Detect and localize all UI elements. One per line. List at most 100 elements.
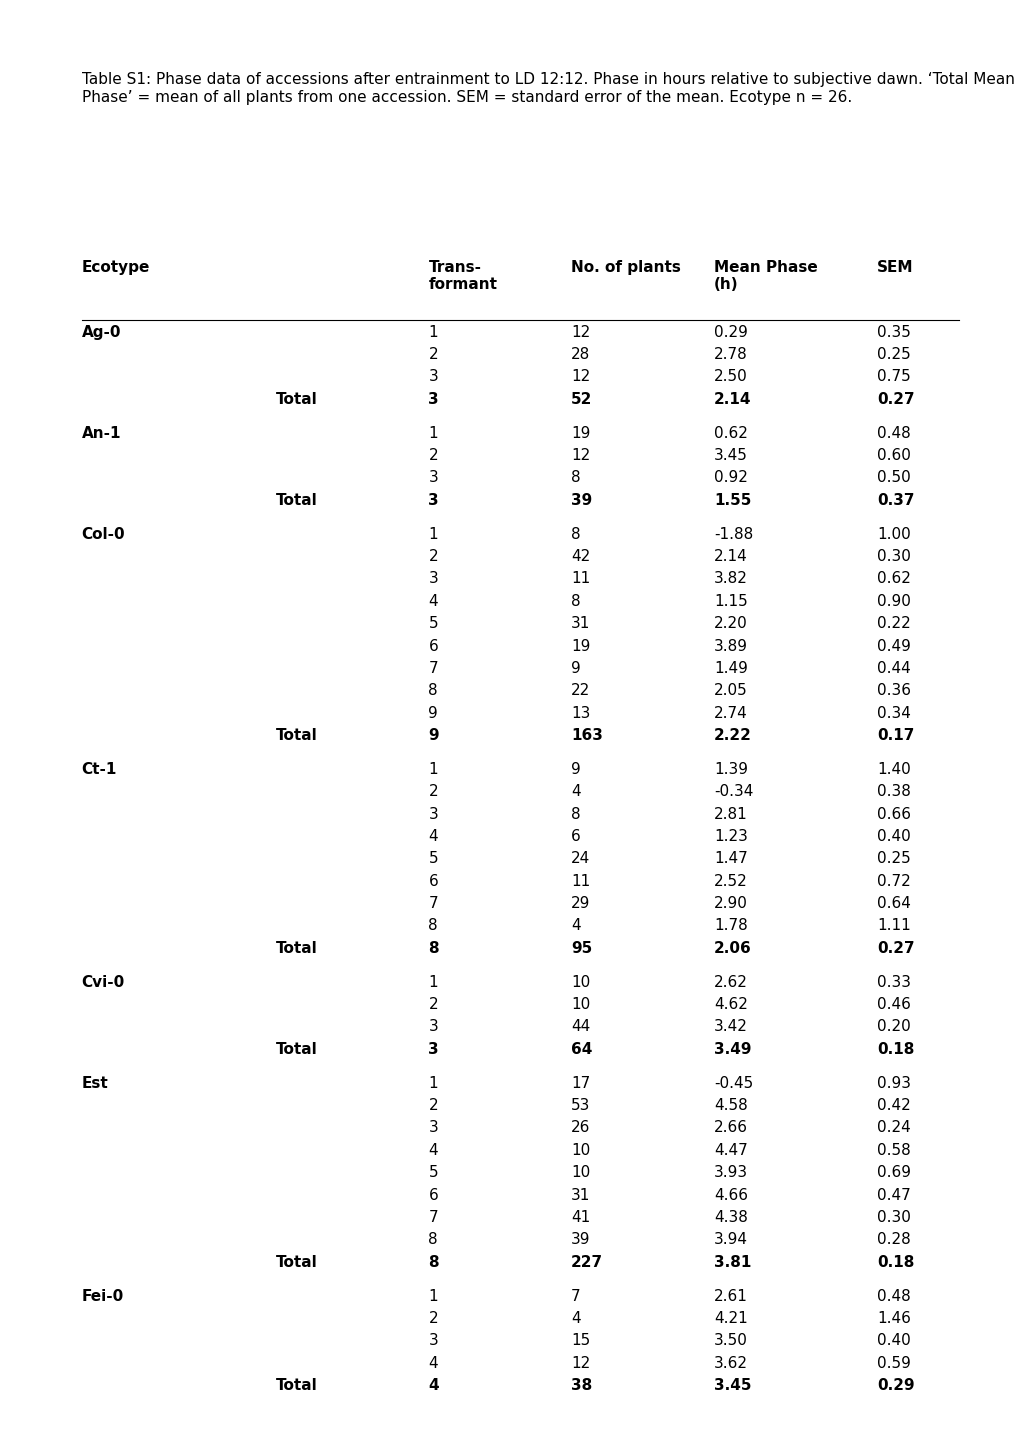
Text: 1: 1 <box>428 1075 437 1091</box>
Text: 1.11: 1.11 <box>876 918 910 934</box>
Text: 0.44: 0.44 <box>876 661 910 675</box>
Text: Total: Total <box>275 492 317 508</box>
Text: 39: 39 <box>571 492 592 508</box>
Text: 0.40: 0.40 <box>876 828 910 844</box>
Text: 3: 3 <box>428 470 438 485</box>
Text: 3: 3 <box>428 1333 438 1348</box>
Text: 4: 4 <box>571 918 580 934</box>
Text: 26: 26 <box>571 1120 590 1136</box>
Text: 4: 4 <box>428 828 437 844</box>
Text: 10: 10 <box>571 974 590 990</box>
Text: 0.37: 0.37 <box>876 492 914 508</box>
Text: 7: 7 <box>571 1289 580 1303</box>
Text: Total: Total <box>275 1378 317 1392</box>
Text: 3: 3 <box>428 571 438 586</box>
Text: Col-0: Col-0 <box>82 527 125 541</box>
Text: Ecotype: Ecotype <box>82 260 150 274</box>
Text: 0.30: 0.30 <box>876 1209 910 1225</box>
Text: 0.42: 0.42 <box>876 1098 910 1113</box>
Text: 42: 42 <box>571 548 590 564</box>
Text: 0.30: 0.30 <box>876 548 910 564</box>
Text: 4.66: 4.66 <box>713 1188 747 1202</box>
Text: 227: 227 <box>571 1254 602 1270</box>
Text: 10: 10 <box>571 997 590 1012</box>
Text: 1.23: 1.23 <box>713 828 747 844</box>
Text: 0.62: 0.62 <box>713 426 747 440</box>
Text: 2: 2 <box>428 997 437 1012</box>
Text: 4: 4 <box>428 593 437 609</box>
Text: 2.50: 2.50 <box>713 369 747 384</box>
Text: 31: 31 <box>571 1188 590 1202</box>
Text: -0.45: -0.45 <box>713 1075 752 1091</box>
Text: 8: 8 <box>571 470 580 485</box>
Text: 0.20: 0.20 <box>876 1019 910 1035</box>
Text: 8: 8 <box>428 918 437 934</box>
Text: 0.24: 0.24 <box>876 1120 910 1136</box>
Text: Total: Total <box>275 727 317 743</box>
Text: No. of plants: No. of plants <box>571 260 681 274</box>
Text: 3: 3 <box>428 1042 438 1056</box>
Text: 3: 3 <box>428 369 438 384</box>
Text: 0.25: 0.25 <box>876 346 910 362</box>
Text: 1.55: 1.55 <box>713 492 751 508</box>
Text: 2.06: 2.06 <box>713 941 751 955</box>
Text: 4: 4 <box>571 1310 580 1326</box>
Text: 163: 163 <box>571 727 602 743</box>
Text: 24: 24 <box>571 851 590 866</box>
Text: SEM: SEM <box>876 260 913 274</box>
Text: 1.46: 1.46 <box>876 1310 910 1326</box>
Text: 0.18: 0.18 <box>876 1042 914 1056</box>
Text: 3: 3 <box>428 492 438 508</box>
Text: 3.42: 3.42 <box>713 1019 747 1035</box>
Text: 1.39: 1.39 <box>713 762 747 776</box>
Text: 8: 8 <box>428 1232 437 1247</box>
Text: 1.49: 1.49 <box>713 661 747 675</box>
Text: 10: 10 <box>571 1165 590 1180</box>
Text: 2.78: 2.78 <box>713 346 747 362</box>
Text: 4.58: 4.58 <box>713 1098 747 1113</box>
Text: Est: Est <box>82 1075 108 1091</box>
Text: 8: 8 <box>571 807 580 821</box>
Text: 19: 19 <box>571 638 590 654</box>
Text: 0.72: 0.72 <box>876 873 910 889</box>
Text: -1.88: -1.88 <box>713 527 752 541</box>
Text: 0.27: 0.27 <box>876 391 914 407</box>
Text: 4: 4 <box>428 1143 437 1157</box>
Text: 1.15: 1.15 <box>713 593 747 609</box>
Text: 0.17: 0.17 <box>876 727 914 743</box>
Text: 0.40: 0.40 <box>876 1333 910 1348</box>
Text: 95: 95 <box>571 941 592 955</box>
Text: 0.50: 0.50 <box>876 470 910 485</box>
Text: 10: 10 <box>571 1143 590 1157</box>
Text: 31: 31 <box>571 616 590 631</box>
Text: 4.62: 4.62 <box>713 997 747 1012</box>
Text: 3.45: 3.45 <box>713 1378 751 1392</box>
Text: 53: 53 <box>571 1098 590 1113</box>
Text: 12: 12 <box>571 447 590 463</box>
Text: 3: 3 <box>428 1120 438 1136</box>
Text: 2: 2 <box>428 447 437 463</box>
Text: 8: 8 <box>571 527 580 541</box>
Text: 4.38: 4.38 <box>713 1209 747 1225</box>
Text: 9: 9 <box>571 661 581 675</box>
Text: Ag-0: Ag-0 <box>82 325 121 339</box>
Text: 19: 19 <box>571 426 590 440</box>
Text: 3.89: 3.89 <box>713 638 747 654</box>
Text: Total: Total <box>275 1254 317 1270</box>
Text: 5: 5 <box>428 1165 437 1180</box>
Text: 0.38: 0.38 <box>876 784 910 799</box>
Text: 0.47: 0.47 <box>876 1188 910 1202</box>
Text: 2.14: 2.14 <box>713 391 751 407</box>
Text: 9: 9 <box>428 706 438 720</box>
Text: Fei-0: Fei-0 <box>82 1289 123 1303</box>
Text: 3.93: 3.93 <box>713 1165 747 1180</box>
Text: 0.22: 0.22 <box>876 616 910 631</box>
Text: 1: 1 <box>428 527 437 541</box>
Text: 11: 11 <box>571 873 590 889</box>
Text: 0.90: 0.90 <box>876 593 910 609</box>
Text: 2.52: 2.52 <box>713 873 747 889</box>
Text: 2.66: 2.66 <box>713 1120 747 1136</box>
Text: 2: 2 <box>428 548 437 564</box>
Text: An-1: An-1 <box>82 426 121 440</box>
Text: 7: 7 <box>428 661 437 675</box>
